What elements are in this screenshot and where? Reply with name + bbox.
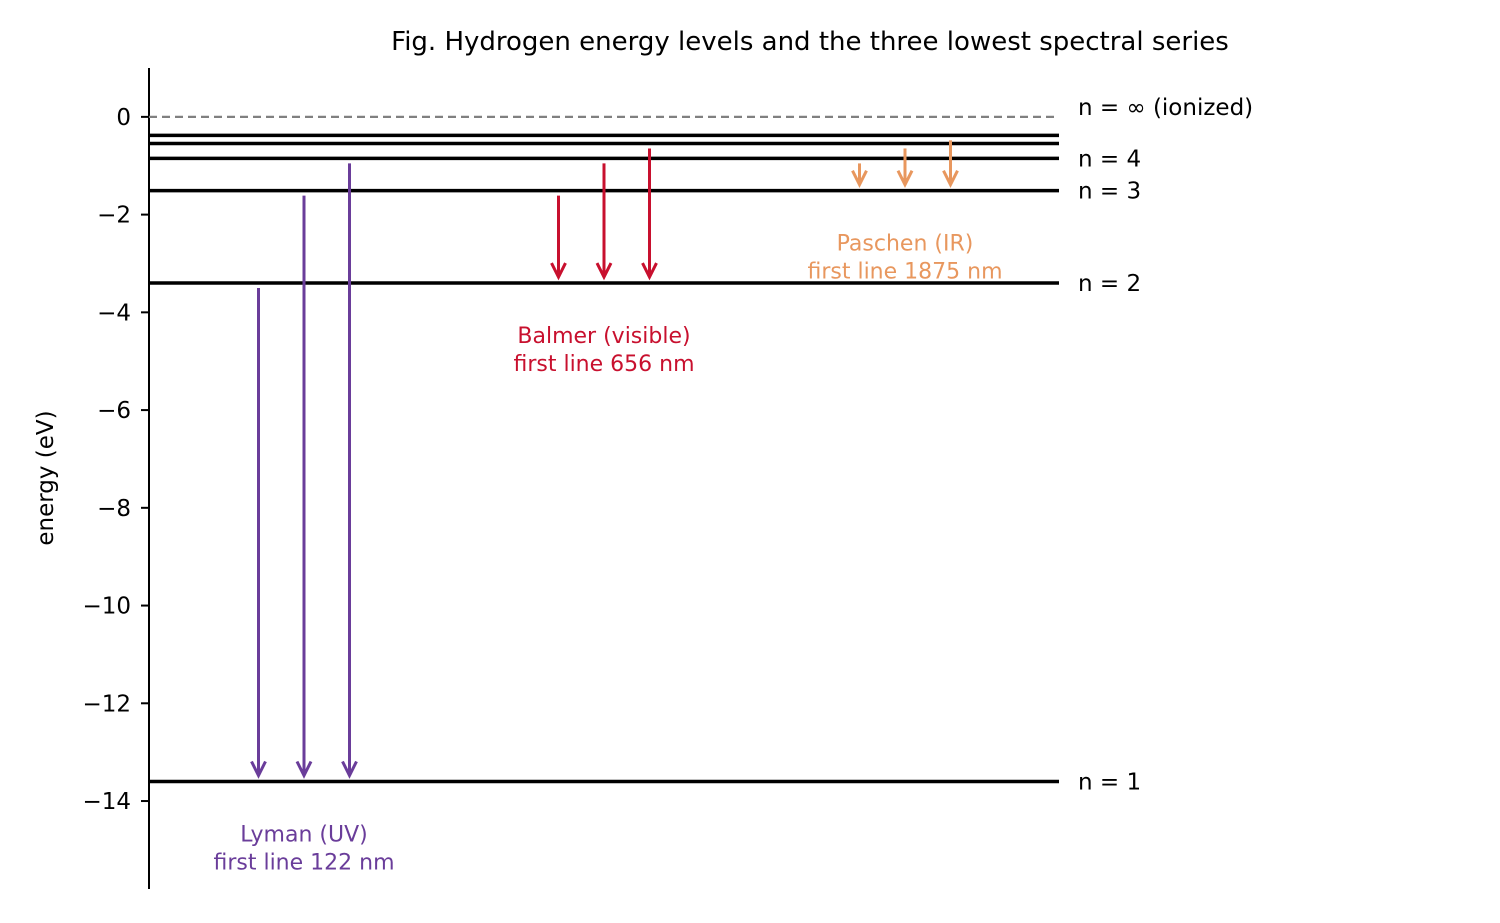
energy-level-label: n = 1 bbox=[1078, 769, 1141, 795]
series-detail: first line 122 nm bbox=[213, 850, 394, 875]
y-tick-label: 0 bbox=[116, 105, 131, 131]
ionization-label: n = ∞ (ionized) bbox=[1078, 95, 1253, 121]
energy-levels: n = ∞ (ionized) n = 1 n = 2 n = 3 n = 4 bbox=[149, 95, 1253, 795]
series-group: Lyman (UV) first line 122 nm bbox=[213, 163, 395, 875]
transition-arrowhead bbox=[250, 760, 267, 779]
y-tick-label: −2 bbox=[97, 203, 131, 229]
transition-arrowhead bbox=[896, 169, 914, 189]
transition-arrowhead bbox=[341, 760, 358, 779]
transition-arrowhead bbox=[550, 262, 567, 281]
series-detail: first line 656 nm bbox=[513, 352, 694, 377]
spectral-series: Lyman (UV) first line 122 nm Balmer (visib… bbox=[213, 140, 1003, 875]
energy-level-label: n = 2 bbox=[1078, 271, 1141, 297]
transition-arrowhead bbox=[851, 169, 868, 189]
transition-arrowhead bbox=[295, 760, 313, 779]
y-axis: 0 −2 −4 −6 −8 −10 −12 −14 bbox=[82, 68, 150, 889]
y-tick-label: −6 bbox=[97, 398, 131, 424]
y-tick-label: −4 bbox=[97, 300, 131, 326]
y-tick-label: −8 bbox=[97, 496, 131, 522]
y-axis-label: energy (eV) bbox=[33, 410, 59, 545]
series-group: Paschen (IR) first line 1875 nm bbox=[807, 140, 1003, 285]
series-name: Lyman (UV) bbox=[240, 822, 367, 847]
transition-arrowhead bbox=[641, 262, 658, 281]
energy-level-label: n = 3 bbox=[1078, 179, 1141, 205]
y-tick-label: −14 bbox=[82, 789, 131, 815]
series-name: Balmer (visible) bbox=[517, 324, 690, 349]
y-tick-label: −12 bbox=[82, 691, 131, 717]
transition-arrowhead bbox=[595, 262, 613, 281]
figure-title: Fig. Hydrogen energy levels and the thre… bbox=[391, 27, 1229, 57]
series-group: Balmer (visible) first line 656 nm bbox=[513, 148, 695, 377]
energy-level-label: n = 4 bbox=[1078, 146, 1141, 172]
transition-arrowhead bbox=[942, 169, 959, 189]
series-detail: first line 1875 nm bbox=[807, 260, 1002, 285]
series-name: Paschen (IR) bbox=[837, 232, 974, 257]
y-tick-label: −10 bbox=[82, 594, 131, 620]
